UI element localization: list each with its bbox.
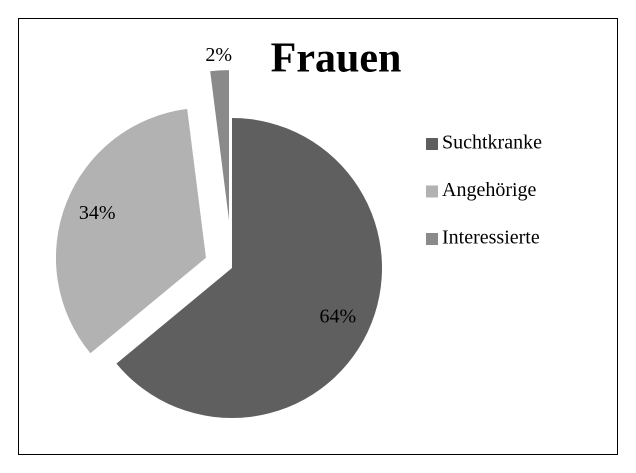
- pie-slice: [116, 118, 383, 419]
- pie-slice: [55, 108, 206, 354]
- legend-swatch: [426, 138, 438, 150]
- legend-label: Interessierte: [442, 227, 540, 249]
- data-label: 34%: [79, 202, 116, 224]
- legend-label: Angehörige: [442, 179, 537, 201]
- legend-swatch: [426, 185, 438, 198]
- pie-slice: [210, 70, 229, 221]
- data-label: 64%: [320, 305, 357, 327]
- chart-title: Frauen: [271, 36, 402, 82]
- legend-label: Suchtkranke: [442, 132, 542, 154]
- data-label: 2%: [205, 44, 232, 66]
- legend-swatch: [426, 233, 438, 245]
